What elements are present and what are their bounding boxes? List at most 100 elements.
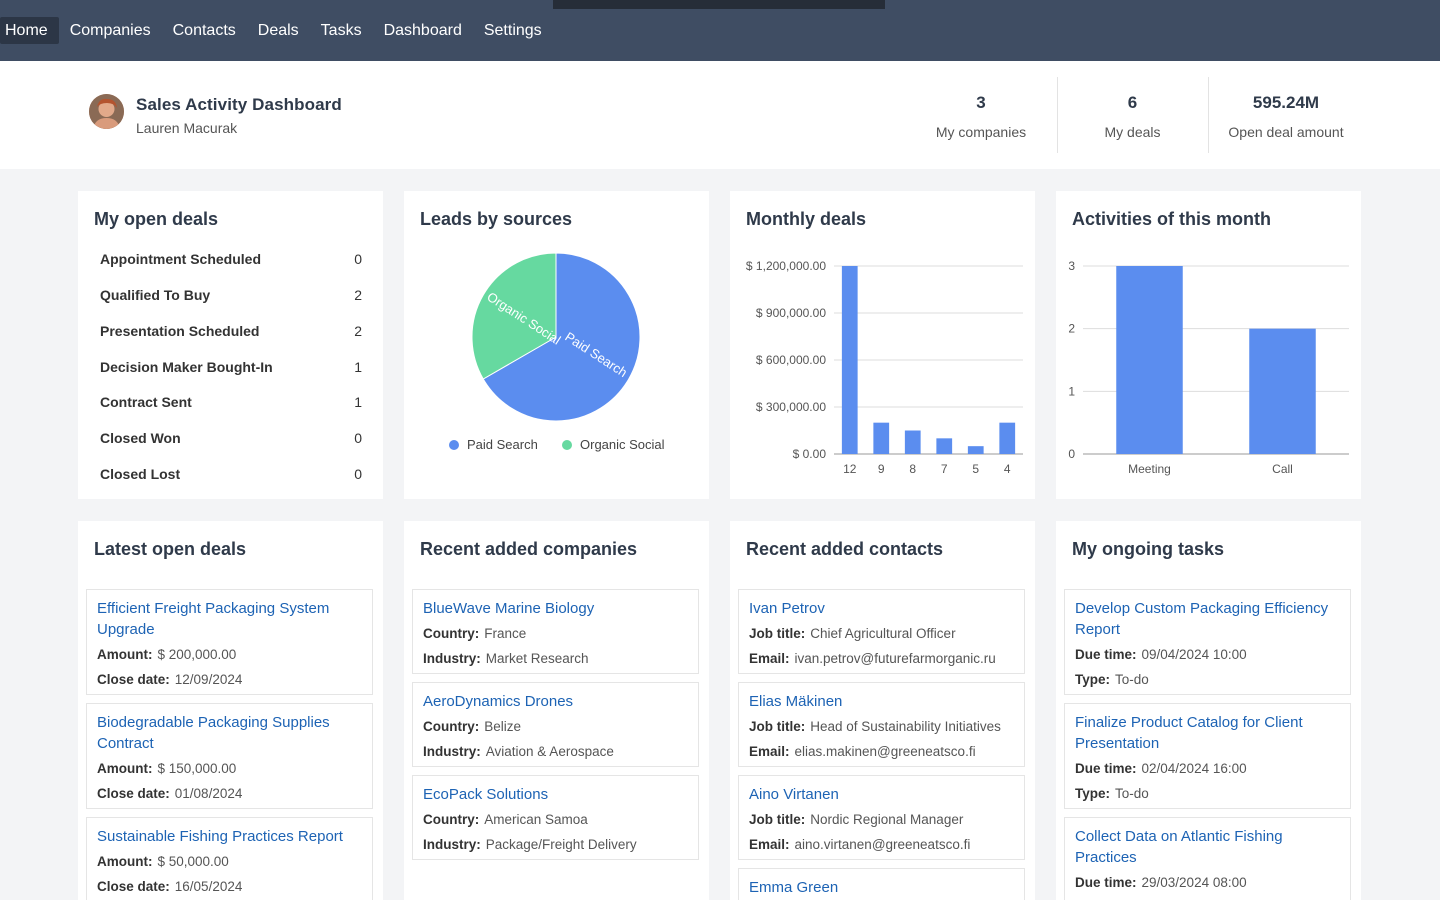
nav-contacts[interactable]: Contacts — [172, 22, 236, 39]
avatar[interactable] — [89, 94, 124, 129]
card-title: My open deals — [94, 209, 219, 229]
y-tick-label: $ 900,000.00 — [756, 306, 826, 320]
task-item: Collect Data on Atlantic Fishing Practic… — [1064, 817, 1351, 900]
card-title: Activities of this month — [1072, 209, 1272, 229]
field-label: Country: — [423, 719, 480, 734]
window-notch — [553, 0, 885, 9]
nav-home[interactable]: Home — [0, 17, 59, 44]
card-recent-companies: Recent added companies BlueWave Marine B… — [404, 521, 709, 900]
contact-job-title: Chief Agricultural Officer — [810, 626, 956, 641]
deal-stage-row[interactable]: Presentation Scheduled 2 — [100, 323, 362, 339]
nav-settings[interactable]: Settings — [483, 22, 542, 39]
deal-close-date: 16/05/2024 — [174, 879, 243, 894]
deal-stage-count: 2 — [354, 323, 362, 339]
nav-dashboard[interactable]: Dashboard — [383, 22, 462, 39]
legend-label: Organic Social — [580, 437, 665, 452]
deal-stage-label: Qualified To Buy — [100, 287, 211, 303]
deal-item: Biodegradable Packaging Supplies Contrac… — [86, 703, 373, 809]
deal-amount: $ 150,000.00 — [157, 761, 237, 776]
deal-stage-row[interactable]: Closed Lost 0 — [100, 466, 362, 482]
deal-stage-label: Presentation Scheduled — [100, 323, 260, 339]
field-label: Close date: — [97, 672, 170, 687]
x-tick-label: 7 — [941, 462, 948, 476]
field-label: Amount: — [97, 761, 153, 776]
legend-item-organic-social[interactable]: Organic Social — [562, 437, 665, 452]
stat-value: 3 — [976, 93, 986, 112]
x-tick-label: 8 — [909, 462, 916, 476]
company-link[interactable]: BlueWave Marine Biology — [423, 600, 595, 617]
stat-my-deals[interactable]: 6 My deals — [1057, 77, 1207, 153]
y-tick-label: $ 600,000.00 — [756, 353, 826, 367]
y-tick-label: $ 300,000.00 — [756, 400, 826, 414]
contact-item: Ivan Petrov Job title: Chief Agricultural… — [738, 589, 1025, 674]
bar-meeting[interactable] — [1116, 266, 1183, 454]
deal-item: Sustainable Fishing Practices Report Amo… — [86, 817, 373, 900]
legend-item-paid-search[interactable]: Paid Search — [449, 437, 538, 452]
bar-4[interactable] — [999, 422, 1016, 454]
deal-stage-row[interactable]: Decision Maker Bought-In 1 — [100, 359, 362, 375]
stat-my-companies[interactable]: 3 My companies — [906, 77, 1056, 153]
dashboard-header: Sales Activity Dashboard Lauren Macurak … — [0, 61, 1440, 169]
task-type: To-do — [1115, 786, 1149, 801]
deal-link[interactable]: Efficient Freight Packaging System Upgra… — [97, 600, 330, 638]
card-activities: Activities of this month 3 2 1 0 Meeting Call — [1056, 191, 1361, 499]
y-tick-label: $ 0.00 — [793, 447, 827, 461]
deal-stage-count: 2 — [354, 287, 362, 303]
deal-link[interactable]: Sustainable Fishing Practices Report — [97, 828, 343, 845]
pie-slice-paid-search[interactable] — [482, 252, 641, 422]
page-title: Sales Activity Dashboard — [136, 95, 342, 114]
company-link[interactable]: EcoPack Solutions — [423, 786, 549, 803]
pie-slice-organic-social[interactable] — [471, 252, 557, 380]
company-link[interactable]: AeroDynamics Drones — [423, 693, 574, 710]
bar-9[interactable] — [873, 422, 890, 454]
stat-open-deal-amount[interactable]: 595.24M Open deal amount — [1208, 77, 1363, 153]
card-open-deals: My open deals Appointment Scheduled 0 Qua… — [78, 191, 383, 499]
nav-deals[interactable]: Deals — [257, 22, 299, 39]
x-tick-label: 5 — [972, 462, 979, 476]
deal-stage-count: 1 — [354, 394, 362, 410]
bar-7[interactable] — [936, 438, 953, 454]
task-type: To-do — [1115, 672, 1149, 687]
nav-tasks[interactable]: Tasks — [320, 22, 362, 39]
x-tick-label: 4 — [1004, 462, 1011, 476]
bar-call[interactable] — [1249, 328, 1316, 454]
deal-stage-row[interactable]: Qualified To Buy 2 — [100, 287, 362, 303]
card-title: Latest open deals — [94, 539, 247, 559]
x-tick-label: 9 — [878, 462, 885, 476]
task-link[interactable]: Finalize Product Catalog for Client Pres… — [1075, 714, 1303, 752]
field-label: Industry: — [423, 744, 481, 759]
contact-job-title: Head of Sustainability Initiatives — [810, 719, 1001, 734]
contact-link[interactable]: Emma Green — [749, 879, 839, 896]
contact-email: aino.virtanen@greeneatsco.fi — [794, 837, 971, 852]
card-title: My ongoing tasks — [1072, 539, 1225, 559]
deal-stage-row[interactable]: Closed Won 0 — [100, 430, 362, 446]
deal-stage-count: 0 — [354, 251, 362, 267]
avatar-image — [89, 94, 124, 129]
deal-link[interactable]: Biodegradable Packaging Supplies Contrac… — [97, 714, 330, 752]
bar-8[interactable] — [904, 430, 921, 455]
contact-link[interactable]: Ivan Petrov — [749, 600, 825, 617]
field-label: Email: — [749, 744, 790, 759]
field-label: Country: — [423, 812, 480, 827]
task-link[interactable]: Develop Custom Packaging Efficiency Repo… — [1075, 600, 1329, 638]
contact-link[interactable]: Elias Mäkinen — [749, 693, 843, 710]
user-name: Lauren Macurak — [136, 120, 238, 136]
nav-companies[interactable]: Companies — [69, 22, 151, 39]
company-country: France — [484, 626, 527, 641]
card-monthly-deals: Monthly deals $ 1,200,000.00 $ 900,000.00… — [730, 191, 1035, 499]
contact-link[interactable]: Aino Virtanen — [749, 786, 839, 803]
task-link[interactable]: Collect Data on Atlantic Fishing Practic… — [1075, 828, 1283, 866]
deal-stage-row[interactable]: Contract Sent 1 — [100, 394, 362, 410]
deal-stage-label: Closed Won — [100, 430, 181, 446]
deal-stage-row[interactable]: Appointment Scheduled 0 — [100, 251, 362, 267]
card-title: Monthly deals — [746, 209, 867, 229]
bar-12[interactable] — [841, 266, 858, 454]
bar-5[interactable] — [967, 446, 984, 454]
x-tick-label: Meeting — [1128, 462, 1171, 476]
company-industry: Package/Freight Delivery — [485, 837, 637, 852]
card-latest-open-deals: Latest open deals Efficient Freight Pack… — [78, 521, 383, 900]
field-label: Email: — [749, 837, 790, 852]
field-label: Type: — [1075, 672, 1111, 687]
card-title: Recent added companies — [420, 539, 638, 559]
